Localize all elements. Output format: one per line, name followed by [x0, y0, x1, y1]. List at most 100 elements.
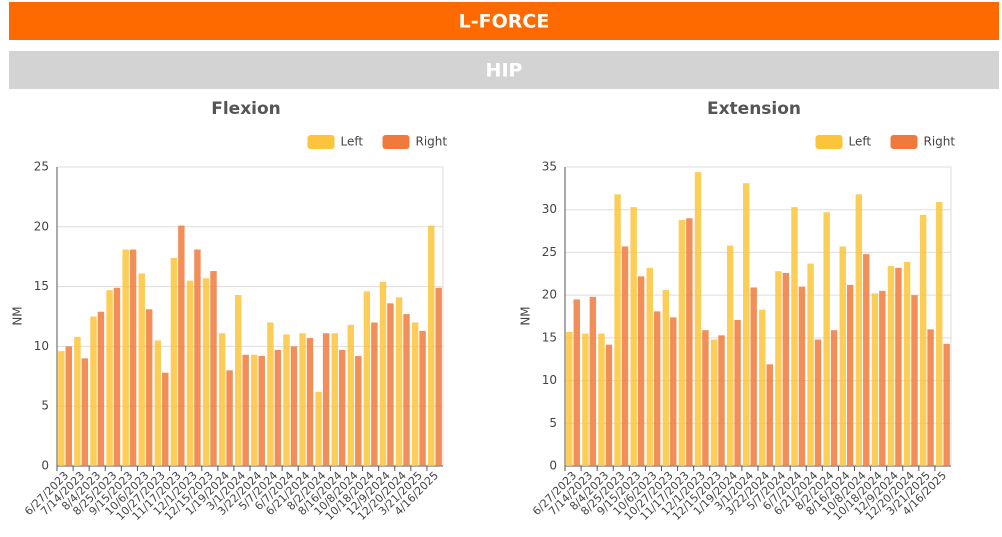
chart-title: Extension: [707, 99, 801, 119]
bar: [145, 309, 153, 466]
bar: [355, 355, 362, 466]
chart-title: Flexion: [211, 99, 281, 119]
bar: [178, 225, 185, 466]
bar: [129, 249, 137, 466]
bar: [251, 354, 258, 466]
y-tick-label: 20: [34, 219, 49, 233]
legend-label: Left: [849, 135, 872, 149]
bar: [895, 267, 902, 466]
bar: [387, 303, 394, 466]
section-bar: [9, 51, 999, 89]
bar: [186, 280, 194, 466]
y-axis-label: NM: [11, 306, 25, 325]
bar: [322, 333, 330, 466]
bar: [81, 358, 89, 466]
bar: [258, 355, 265, 466]
header-title: L-FORCE: [459, 11, 550, 33]
bar: [798, 286, 806, 466]
bar: [759, 309, 766, 466]
bar: [598, 333, 605, 466]
bar: [363, 291, 371, 466]
bar: [419, 330, 426, 466]
bar: [614, 194, 621, 466]
bar: [846, 284, 854, 466]
bar: [58, 351, 65, 466]
bar: [582, 333, 589, 466]
bar: [943, 343, 950, 466]
bar: [170, 257, 178, 466]
bar: [395, 297, 403, 466]
bar: [863, 254, 870, 466]
bar: [371, 322, 378, 466]
section-title: HIP: [486, 60, 523, 82]
bar: [734, 319, 741, 466]
bar: [65, 346, 72, 466]
bar: [903, 261, 911, 466]
bar: [807, 263, 814, 466]
bar: [411, 322, 419, 466]
y-tick-label: 15: [542, 330, 557, 344]
y-tick-label: 5: [41, 399, 49, 413]
bar: [766, 364, 773, 466]
y-tick-label: 15: [34, 279, 49, 293]
bar: [154, 340, 162, 466]
y-tick-label: 35: [542, 160, 557, 174]
bar: [621, 246, 629, 466]
bar: [90, 316, 97, 466]
y-axis-label: NM: [519, 306, 533, 325]
bar: [750, 287, 757, 466]
bar: [911, 295, 918, 466]
bar: [686, 218, 693, 466]
bar: [718, 335, 725, 466]
bar: [218, 333, 226, 466]
legend-swatch: [307, 135, 335, 149]
bar: [138, 273, 145, 466]
bar: [814, 339, 822, 466]
bar: [710, 339, 718, 466]
y-tick-label: 0: [41, 459, 49, 473]
bar: [605, 344, 613, 466]
bar: [267, 322, 274, 466]
bar: [573, 299, 580, 466]
legend-label: Right: [924, 135, 956, 149]
y-tick-label: 25: [542, 245, 557, 259]
bar: [122, 249, 129, 466]
bar: [743, 183, 750, 466]
bar: [235, 294, 242, 466]
bar: [290, 346, 298, 466]
bar: [637, 276, 645, 466]
bar: [589, 296, 597, 466]
bar: [670, 317, 677, 466]
bar: [315, 391, 322, 466]
legend-swatch: [815, 135, 843, 149]
bar: [694, 172, 702, 466]
bar: [653, 311, 661, 466]
bar: [162, 372, 169, 466]
bar: [106, 290, 113, 466]
bar: [927, 329, 934, 466]
legend-swatch: [382, 135, 410, 149]
y-tick-label: 10: [34, 339, 49, 353]
bar: [435, 287, 442, 466]
y-tick-label: 20: [542, 288, 557, 302]
bar: [74, 336, 81, 466]
bar: [630, 207, 637, 466]
bar: [242, 354, 249, 466]
legend-swatch: [890, 135, 918, 149]
bar: [855, 194, 863, 466]
bar: [210, 271, 217, 466]
bar: [226, 370, 233, 466]
header-bar: [9, 2, 999, 40]
y-tick-label: 5: [549, 416, 557, 430]
bar: [403, 314, 410, 466]
y-tick-label: 30: [542, 202, 557, 216]
bar: [274, 349, 282, 466]
bar: [775, 271, 782, 466]
y-tick-label: 0: [549, 459, 557, 473]
bar: [379, 281, 387, 466]
bar: [202, 278, 210, 466]
bar: [97, 311, 105, 466]
bar: [791, 207, 798, 466]
